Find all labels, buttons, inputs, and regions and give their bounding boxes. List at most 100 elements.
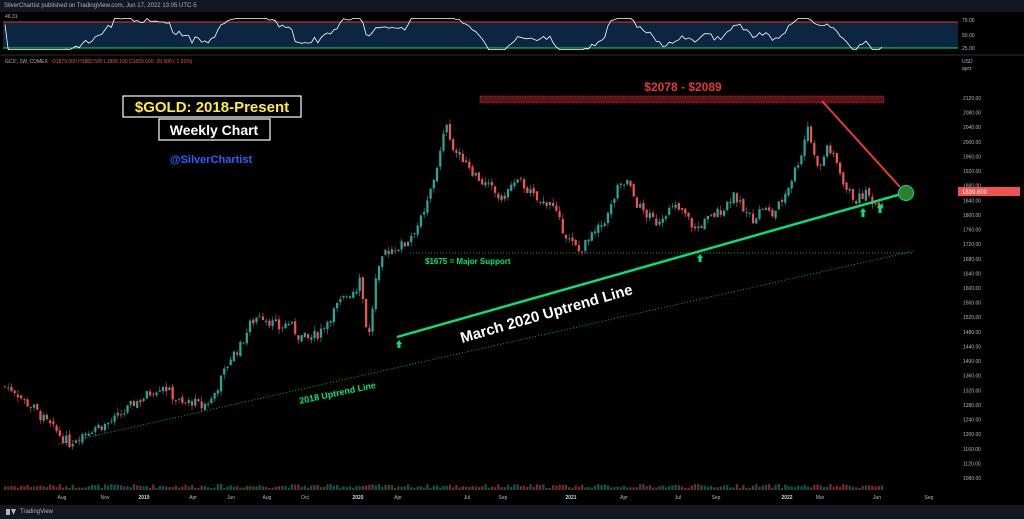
- candle-body: [645, 209, 648, 218]
- candle-body: [729, 202, 732, 204]
- volume-bar: [529, 484, 532, 490]
- price-tick-label: 1400.00: [963, 359, 981, 365]
- time-axis[interactable]: Aug Nov 2019 Apr Jun Aug Oct 2020 Apr Jul Sep 2021 A…: [58, 495, 934, 501]
- candle-body: [429, 188, 432, 199]
- candle-body: [277, 319, 281, 330]
- support-arrows: [396, 204, 883, 348]
- volume-bar: [387, 484, 390, 490]
- candle-body: [387, 251, 390, 254]
- candle-body: [861, 193, 864, 200]
- candle-body: [97, 424, 100, 429]
- candle-body: [355, 291, 358, 294]
- rsi-level-25: 25.00: [962, 46, 975, 52]
- candle-body: [94, 427, 97, 432]
- candle-body: [148, 391, 152, 396]
- footer-bar: TradingView: [0, 505, 1024, 519]
- candle-body: [481, 179, 484, 185]
- candle-body: [219, 375, 223, 392]
- volume-bar: [136, 485, 139, 490]
- rsi-level-75: 75.00: [962, 18, 975, 24]
- volume-bar: [32, 486, 36, 490]
- price-tick-label: 1840.00: [963, 198, 981, 204]
- volume-bar: [97, 484, 100, 490]
- candle-body: [880, 204, 884, 209]
- candle-body: [290, 322, 294, 324]
- candle-body: [461, 153, 464, 163]
- candle-body: [7, 387, 10, 389]
- volume-bar: [36, 486, 39, 490]
- candle-body: [577, 245, 581, 252]
- candle-body: [306, 334, 310, 339]
- month-tick-label: Sep: [499, 495, 508, 501]
- candle-body: [381, 256, 384, 267]
- tradingview-logo-icon[interactable]: [6, 509, 16, 515]
- price-tick-label: 1280.00: [963, 403, 981, 409]
- price-axis[interactable]: 2120.00 2080.00 2040.00 2000.00 1960.00 1920.…: [963, 96, 981, 482]
- volume-bar: [223, 487, 226, 490]
- volume-bar: [626, 487, 629, 490]
- downtrend-resistance-line: [821, 100, 901, 188]
- volume-bar: [500, 487, 503, 490]
- volume-bar: [564, 484, 568, 490]
- candle-body: [339, 299, 342, 303]
- candle-body: [13, 390, 16, 394]
- volume-bar: [65, 486, 68, 490]
- candle-body: [29, 406, 32, 408]
- volume-bar: [226, 486, 229, 490]
- volume-bar: [158, 485, 161, 490]
- candle-body: [197, 399, 200, 401]
- tradingview-brand[interactable]: TradingView: [20, 509, 54, 515]
- candle-body: [874, 203, 877, 205]
- volume-bar: [119, 485, 123, 490]
- candle-body: [297, 335, 300, 340]
- candle-body: [719, 210, 722, 215]
- volume-bar: [207, 487, 210, 490]
- volume-bar: [352, 487, 355, 490]
- volume-bar: [535, 484, 539, 490]
- candle-body: [303, 332, 306, 337]
- volume-bar: [152, 484, 155, 490]
- candle-body: [245, 332, 248, 344]
- candle-body: [867, 188, 871, 196]
- volume-bar: [581, 484, 584, 490]
- candle-body: [100, 426, 103, 430]
- volume-bar: [400, 486, 403, 490]
- candle-body: [294, 321, 297, 334]
- volume-bar: [397, 486, 400, 490]
- candle-body: [706, 215, 710, 220]
- candle-body: [432, 179, 435, 189]
- candle-body: [55, 425, 58, 432]
- candle-body: [703, 218, 706, 230]
- candle-body: [406, 241, 410, 246]
- month-tick-label: Aug: [58, 495, 67, 501]
- candle-body: [452, 139, 455, 150]
- candle-body: [784, 193, 787, 203]
- volume-bar: [219, 484, 223, 490]
- candle-body: [822, 156, 826, 166]
- volume-bar: [861, 485, 864, 490]
- candle-body: [590, 232, 593, 241]
- volume-bar: [16, 487, 20, 490]
- candle-body: [606, 212, 610, 223]
- candle-body: [522, 179, 526, 189]
- volume-bar: [168, 487, 171, 490]
- candle-body: [787, 187, 790, 196]
- volume-bar: [867, 485, 871, 490]
- candle-body: [255, 317, 258, 323]
- candle-body: [345, 296, 348, 298]
- volume-bar: [290, 484, 294, 490]
- candle-body: [755, 218, 758, 224]
- volume-bar: [49, 484, 52, 490]
- candle-body: [42, 414, 45, 421]
- candle-body: [658, 221, 661, 225]
- candle-body: [490, 182, 493, 186]
- volume-bar: [390, 485, 394, 490]
- price-tick-label: 1480.00: [963, 330, 981, 336]
- volume-bar: [71, 484, 74, 490]
- candle-body: [116, 412, 119, 416]
- candle-body: [855, 201, 858, 204]
- rsi-level-50: 50.00: [962, 33, 975, 39]
- volume-bar: [793, 487, 797, 490]
- candle-body: [793, 167, 797, 182]
